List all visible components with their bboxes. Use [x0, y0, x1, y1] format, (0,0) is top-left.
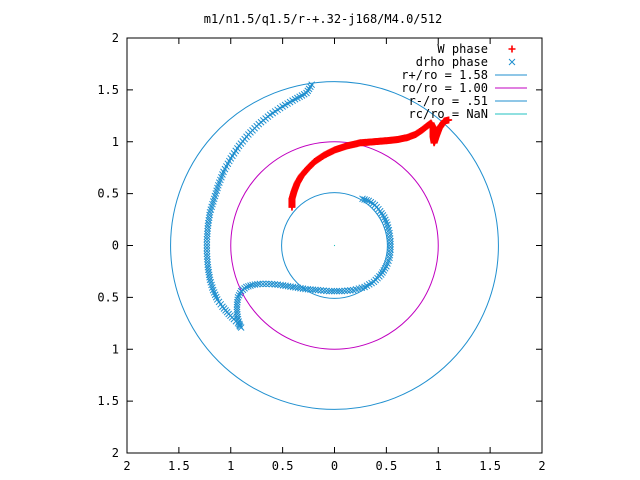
drho-phase-point: [325, 287, 333, 295]
drho-phase-point: [344, 287, 351, 294]
drho-phase-point: [203, 253, 211, 260]
drho-phase-point: [235, 291, 243, 299]
x-tick-label: 1: [435, 459, 442, 473]
radius-circle: [281, 192, 388, 299]
drho-phase-point: [277, 281, 284, 289]
legend-label: ro/ro = 1.00: [401, 81, 488, 95]
drho-phase-point: [203, 244, 211, 252]
drho-phase-point: [386, 229, 393, 237]
drho-phase-point: [236, 289, 244, 297]
drho-phase-point: [249, 281, 256, 289]
drho-phase-point: [274, 281, 282, 289]
drho-phase-point: [206, 211, 213, 219]
drho-phase-point: [387, 240, 394, 248]
drho-phase-point: [333, 287, 341, 295]
drho-phase-point: [386, 249, 394, 256]
drho-phase-point: [204, 263, 212, 271]
drho-phase-point: [338, 287, 346, 295]
drho-phase-point: [233, 303, 241, 311]
drho-phase-point: [203, 230, 211, 238]
legend-label: drho phase: [416, 55, 488, 69]
drho-phase-point: [268, 280, 276, 288]
drho-phase-point: [387, 237, 394, 245]
drho-phase-point: [204, 258, 211, 266]
phase-markers: [203, 45, 516, 331]
drho-phase-point: [361, 196, 368, 203]
y-tick-label: 2: [112, 31, 119, 45]
x-tick-label: 0.5: [376, 459, 398, 473]
drho-phase-point: [271, 281, 279, 288]
drho-phase-point: [205, 217, 213, 224]
drho-phase-point: [259, 280, 267, 288]
center-dot: [333, 244, 336, 247]
y-tick-label: 2: [112, 446, 119, 460]
legend-swatch-drho-phase: [508, 58, 516, 66]
x-tick-label: 2: [538, 459, 545, 473]
x-tick-label: 1.5: [479, 459, 501, 473]
x-tick-label: 0: [331, 459, 338, 473]
drho-phase-point: [335, 287, 343, 295]
drho-phase-point: [203, 247, 211, 255]
drho-phase-point: [237, 287, 245, 295]
drho-phase-point: [363, 196, 371, 204]
drho-phase-point: [386, 251, 394, 259]
drho-phase-point: [308, 81, 316, 89]
drho-phase-point: [317, 287, 325, 294]
drho-phase-point: [203, 235, 211, 243]
y-tick-label: 1.5: [97, 394, 119, 408]
drho-phase-point: [262, 280, 270, 288]
radius-circles: [170, 81, 499, 410]
drho-phase-point: [328, 287, 336, 295]
x-tick-label: 2: [123, 459, 130, 473]
drho-phase-point: [387, 243, 394, 251]
drho-phase-point: [204, 222, 212, 230]
axis-ticks: 2 1.5 1 0.5 0 0.5 1 1.5 221.510.500.511.52: [97, 31, 545, 473]
drho-phase-point: [203, 241, 211, 249]
drho-phase-point: [279, 281, 287, 289]
drho-phase-point: [245, 282, 252, 290]
y-tick-label: 1.5: [97, 83, 119, 97]
y-tick-label: 0.5: [97, 187, 119, 201]
drho-phase-point: [265, 280, 273, 288]
drho-phase-point: [203, 233, 211, 240]
legend-label: W phase: [437, 42, 488, 56]
drho-phase-point: [341, 287, 348, 295]
legend-label: r+/ro = 1.58: [401, 68, 488, 82]
drho-phase-point: [387, 246, 394, 254]
drho-phase-point: [359, 195, 366, 203]
drho-phase-point: [205, 214, 213, 222]
drho-phase-point: [233, 301, 241, 308]
y-tick-label: 0.5: [97, 290, 119, 304]
radius-circle: [170, 81, 499, 410]
legend-label: rc/ro = NaN: [409, 107, 488, 121]
drho-phase-point: [386, 235, 394, 242]
legend-label: r-/ro = .51: [409, 94, 488, 108]
y-tick-label: 0: [112, 239, 119, 253]
drho-phase-point: [320, 287, 327, 294]
drho-phase-point: [204, 219, 212, 227]
chart-title: m1/n1.5/q1.5/r-+.32-j168/M4.0/512: [204, 12, 442, 26]
y-tick-label: 1: [112, 342, 119, 356]
drho-phase-point: [204, 225, 212, 232]
drho-phase-point: [346, 287, 354, 294]
y-tick-label: 1: [112, 135, 119, 149]
drho-phase-point: [203, 238, 211, 246]
drho-phase-point: [203, 255, 211, 263]
w-phase-point: [445, 116, 453, 124]
drho-phase-point: [349, 286, 357, 294]
drho-phase-point: [386, 232, 394, 240]
x-tick-label: 0.5: [272, 459, 294, 473]
x-tick-label: 1.5: [168, 459, 190, 473]
x-tick-label: 1: [227, 459, 234, 473]
drho-phase-point: [203, 250, 211, 258]
drho-phase-point: [323, 287, 330, 295]
drho-phase-point: [247, 282, 254, 289]
legend-swatch-w-phase: [508, 45, 516, 53]
drho-phase-point: [330, 287, 338, 295]
drho-phase-point: [204, 227, 211, 235]
drho-phase-point: [204, 261, 212, 268]
radius-circle: [230, 141, 439, 350]
